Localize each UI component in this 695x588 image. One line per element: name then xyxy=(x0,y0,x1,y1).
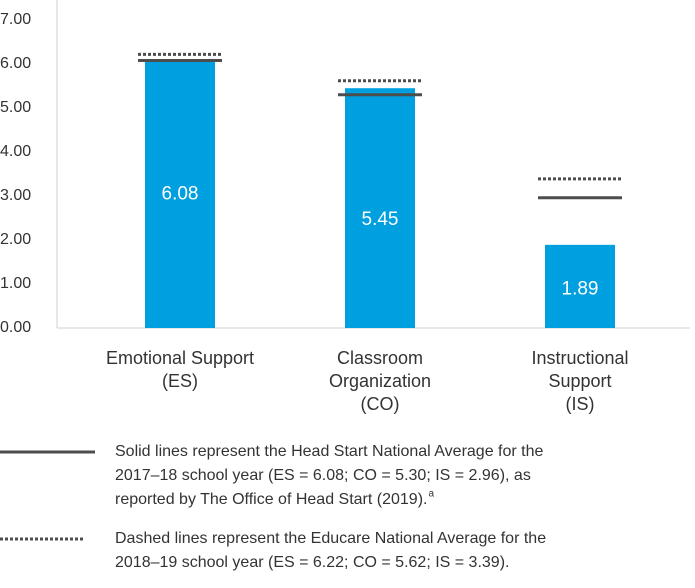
x-tick-label: (IS) xyxy=(566,394,595,414)
data-label: 5.45 xyxy=(362,209,399,230)
legend-text: Dashed lines represent the Educare Natio… xyxy=(115,530,546,547)
x-tick-label: Support xyxy=(548,371,611,391)
legend-text: 2018–19 school year (ES = 6.22; CO = 5.6… xyxy=(115,554,509,571)
y-tick-label: 1.00 xyxy=(0,275,31,292)
data-label: 6.08 xyxy=(162,183,199,204)
x-tick-label: Organization xyxy=(329,371,431,391)
x-tick-label: Classroom xyxy=(337,348,423,368)
y-tick-label: 5.00 xyxy=(0,99,31,116)
y-tick-label: 0.00 xyxy=(0,319,31,336)
bar xyxy=(545,244,615,328)
x-tick-label: (CO) xyxy=(361,394,400,414)
y-tick-label: 2.00 xyxy=(0,231,31,248)
legend-text: Solid lines represent the Head Start Nat… xyxy=(115,443,544,460)
data-label: 1.89 xyxy=(562,278,599,299)
y-tick-label: 4.00 xyxy=(0,143,31,160)
bar xyxy=(345,88,415,328)
y-tick-label: 3.00 xyxy=(0,187,31,204)
bar xyxy=(145,60,215,328)
x-tick-label: (ES) xyxy=(162,371,198,391)
y-tick-label: 7.00 xyxy=(0,11,31,28)
y-tick-label: 6.00 xyxy=(0,55,31,72)
footnote-marker: a xyxy=(428,489,434,500)
legend-text: reported by The Office of Head Start (20… xyxy=(115,491,427,508)
x-tick-label: Emotional Support xyxy=(106,348,254,368)
legend-text: 2017–18 school year (ES = 6.08; CO = 5.3… xyxy=(115,467,531,484)
x-tick-label: Instructional xyxy=(531,348,628,368)
